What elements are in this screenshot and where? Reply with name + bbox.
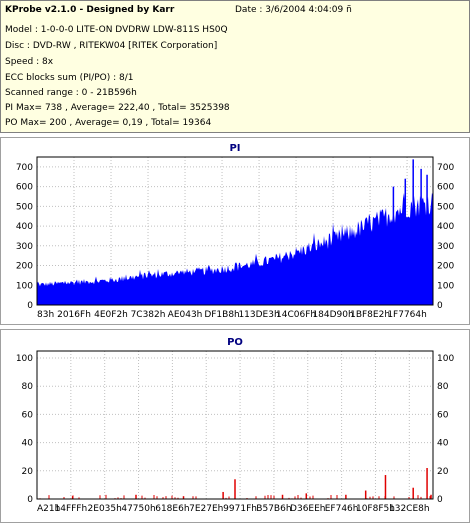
ytick-label-left: 700 bbox=[16, 163, 33, 173]
ytick-label-left: 0 bbox=[27, 301, 33, 311]
xtick-label: 618E6h bbox=[155, 504, 189, 514]
xtick-label: 132CE8h bbox=[389, 504, 430, 514]
chart-title: PI bbox=[229, 143, 240, 154]
ytick-label-right: 500 bbox=[437, 202, 454, 212]
xtick-label: A21h bbox=[37, 504, 60, 514]
chart-title: PO bbox=[227, 337, 243, 348]
plot-frame bbox=[36, 350, 434, 500]
xtick-label: 7C382h bbox=[131, 310, 166, 320]
xtick-label: DF1B8h bbox=[204, 310, 239, 320]
ytick-label-left: 0 bbox=[27, 495, 33, 505]
info-model: Model : 1-0-0-0 LITE-ON DVDRW LDW-811S H… bbox=[5, 25, 228, 35]
ytick-label-right: 0 bbox=[437, 301, 443, 311]
info-po-stats: PO Max= 200 , Average= 0,19 , Total= 193… bbox=[5, 118, 212, 128]
ytick-label-right: 40 bbox=[437, 439, 449, 449]
info-panel: KProbe v2.1.0 - Designed by Karr Date : … bbox=[0, 0, 470, 133]
xtick-label: D36EEh bbox=[290, 504, 325, 514]
info-speed: Speed : 8x bbox=[5, 57, 54, 67]
pi-area bbox=[37, 192, 433, 305]
xtick-label: B57B6h bbox=[256, 504, 291, 514]
info-disc: Disc : DVD-RW , RITEKW04 [RITEK Corporat… bbox=[5, 41, 218, 51]
scan-date: Date : 3/6/2004 4:04:09 ñ bbox=[235, 5, 352, 15]
plot-area bbox=[36, 350, 434, 500]
xtick-label: 4E0F2h bbox=[94, 310, 128, 320]
ytick-label-left: 400 bbox=[16, 222, 33, 232]
ytick-label-right: 20 bbox=[437, 467, 449, 477]
ytick-label-right: 700 bbox=[437, 163, 454, 173]
ytick-label-left: 60 bbox=[22, 410, 34, 420]
xtick-label: 83h bbox=[37, 310, 54, 320]
xtick-label: 14FFFh bbox=[55, 504, 88, 514]
ytick-label-right: 400 bbox=[437, 222, 454, 232]
ytick-label-left: 100 bbox=[16, 281, 33, 291]
xtick-label: 2016Fh bbox=[57, 310, 91, 320]
xtick-label: 1F7764h bbox=[387, 310, 427, 320]
ytick-label-left: 300 bbox=[16, 242, 33, 252]
info-ecc: ECC blocks sum (PI/PO) : 8/1 bbox=[5, 73, 134, 83]
ytick-label-right: 60 bbox=[437, 410, 449, 420]
ytick-label-right: 80 bbox=[437, 382, 449, 392]
info-pi-stats: PI Max= 738 , Average= 222,40 , Total= 3… bbox=[5, 103, 230, 113]
xtick-label: 2E035h bbox=[88, 504, 122, 514]
pi-chart: PI 0 0 100 100 200 200 300 300 400 400 500 500 600 600… bbox=[16, 143, 455, 320]
ytick-label-left: 500 bbox=[16, 202, 33, 212]
info-range: Scanned range : 0 - 21B596h bbox=[5, 88, 137, 98]
app-title: KProbe v2.1.0 - Designed by Karr bbox=[5, 5, 175, 15]
ytick-label-left: 200 bbox=[16, 262, 33, 272]
xtick-label: 1BF8E2h bbox=[350, 310, 390, 320]
xtick-label: 7E27Eh bbox=[189, 504, 223, 514]
ytick-label-left: 40 bbox=[22, 439, 34, 449]
xtick-label: 47750h bbox=[121, 504, 155, 514]
ytick-label-left: 20 bbox=[22, 467, 34, 477]
po-chart-panel: PO 0 0 20 20 40 40 60 60 80 80 100 100 A21h 14FFFh 2E03… bbox=[0, 329, 470, 523]
xtick-label: EF746h bbox=[325, 504, 359, 514]
ytick-label-right: 100 bbox=[437, 281, 454, 291]
plot-frame bbox=[36, 156, 434, 306]
xtick-label: 14C06Fh bbox=[276, 310, 316, 320]
xtick-label: 113DE3h bbox=[238, 310, 279, 320]
ytick-label-right: 100 bbox=[437, 354, 454, 364]
ytick-label-right: 200 bbox=[437, 262, 454, 272]
xtick-label: 9971Fh bbox=[223, 504, 257, 514]
xtick-label: 10F8F5h bbox=[356, 504, 395, 514]
ytick-label-left: 100 bbox=[16, 354, 33, 364]
ytick-label-left: 600 bbox=[16, 183, 33, 193]
ytick-label-right: 300 bbox=[437, 242, 454, 252]
ytick-label-right: 0 bbox=[437, 495, 443, 505]
xtick-label: AE043h bbox=[168, 310, 203, 320]
ytick-label-right: 600 bbox=[437, 183, 454, 193]
ytick-label-left: 80 bbox=[22, 382, 34, 392]
xtick-label: 184D90h bbox=[312, 310, 353, 320]
pi-chart-panel: PI 0 0 100 100 200 200 300 300 400 400 500 500 600 600… bbox=[0, 137, 470, 325]
